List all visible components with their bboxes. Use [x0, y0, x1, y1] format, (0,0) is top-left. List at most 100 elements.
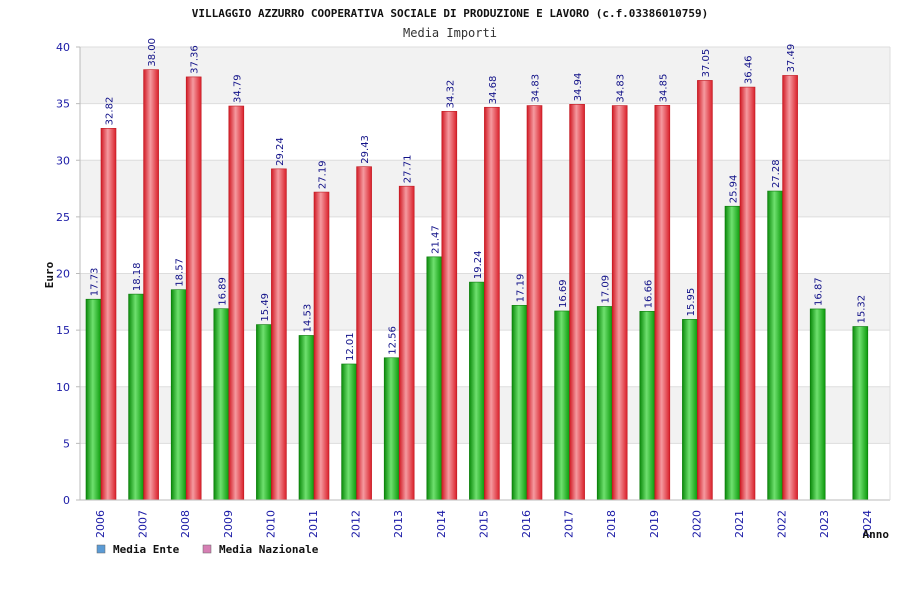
bar-media-nazionale: [611, 105, 628, 501]
bar-media-ente: [852, 326, 869, 501]
x-tick-label: 2014: [435, 510, 448, 538]
x-tick-label: 2016: [520, 510, 533, 538]
bar-media-ente: [341, 363, 357, 501]
legend-label: Media Nazionale: [219, 543, 319, 556]
y-tick-label: 5: [63, 437, 70, 450]
value-label: 25.94: [729, 175, 740, 204]
value-label: 29.24: [275, 137, 286, 166]
x-axis-label: Anno: [863, 528, 890, 541]
value-label: 34.79: [232, 74, 243, 103]
x-tick-label: 2019: [648, 510, 661, 538]
bar-media-nazionale: [697, 80, 713, 501]
x-tick-label: 2021: [733, 510, 746, 538]
x-tick-label: 2023: [818, 510, 831, 538]
value-label: 17.09: [601, 275, 612, 304]
value-label: 19.24: [473, 250, 484, 279]
bar-media-ente: [426, 256, 443, 501]
value-label: 34.83: [616, 74, 627, 103]
value-label: 34.94: [573, 73, 584, 102]
value-labels: 17.73 32.82 18.18 38.00 18.57 37.36 16.89 34.79…: [90, 38, 868, 361]
value-label: 27.28: [771, 159, 782, 188]
bar-media-nazionale: [143, 69, 159, 501]
x-tick-label: 2011: [307, 510, 320, 538]
bar-media-ente: [469, 281, 485, 501]
bar-media-ente: [511, 305, 528, 501]
x-tick-label: 2020: [690, 510, 703, 538]
value-label: 37.49: [786, 44, 797, 73]
value-label: 16.89: [217, 277, 228, 306]
y-tick-label: 30: [56, 154, 70, 167]
bar-media-nazionale: [313, 191, 330, 501]
x-tick-label: 2013: [392, 510, 405, 538]
bar-media-nazionale: [782, 75, 798, 501]
y-tick-label: 40: [56, 41, 70, 54]
y-tick-label: 15: [56, 324, 70, 337]
chart-subtitle: Media Importi: [403, 26, 497, 40]
grid-band: [80, 47, 890, 104]
value-label: 37.36: [190, 45, 201, 74]
value-label: 34.68: [488, 76, 499, 105]
y-tick-label: 10: [56, 381, 70, 394]
value-label: 27.71: [403, 155, 414, 184]
bar-media-nazionale: [526, 105, 543, 501]
bar-media-ente: [128, 293, 144, 501]
y-tick-label: 20: [56, 268, 70, 281]
x-tick-label: 2012: [350, 510, 363, 538]
value-label: 15.95: [686, 288, 697, 317]
value-label: 17.19: [516, 274, 527, 303]
bar-media-nazionale: [739, 86, 756, 501]
bar-media-ente: [809, 308, 826, 501]
legend: Media Ente Media Nazionale: [96, 543, 319, 556]
legend-swatch: [202, 544, 212, 554]
bar-media-ente: [298, 335, 315, 501]
value-label: 14.53: [303, 304, 314, 333]
x-tick-label: 2018: [605, 510, 618, 538]
value-label: 32.82: [105, 97, 116, 126]
y-tick-label: 0: [63, 494, 70, 507]
bar-media-ente: [383, 357, 400, 501]
bar-media-ente: [256, 324, 272, 501]
x-tick-label: 2006: [94, 510, 107, 538]
y-tick-label: 25: [56, 211, 70, 224]
x-tick-label: 2017: [563, 510, 576, 538]
bar-media-ente: [170, 289, 187, 501]
value-label: 16.69: [558, 279, 569, 308]
bar-media-ente: [724, 205, 741, 501]
bar-media-ente: [213, 308, 230, 501]
x-tick-label: 2009: [222, 510, 235, 538]
value-label: 15.32: [856, 295, 867, 324]
legend-swatch: [96, 544, 106, 554]
value-label: 34.85: [658, 74, 669, 103]
bar-media-nazionale: [398, 185, 415, 501]
value-label: 12.56: [388, 326, 399, 355]
chart-title: VILLAGGIO AZZURRO COOPERATIVA SOCIALE DI…: [192, 7, 709, 20]
axes: 0 5 10 15 20 25 30 35 40 2006 2007 2008 2009 2010 2011…: [56, 41, 891, 538]
value-label: 38.00: [147, 38, 158, 67]
value-label: 18.57: [175, 258, 186, 287]
y-axis-label: Euro: [43, 261, 56, 288]
bar-media-nazionale: [441, 111, 458, 501]
bar-media-nazionale: [356, 166, 372, 501]
value-label: 18.18: [132, 262, 143, 291]
bar-media-nazionale: [185, 76, 202, 501]
bar-media-nazionale: [228, 105, 245, 501]
value-label: 36.46: [744, 55, 755, 84]
bar-media-nazionale: [100, 128, 117, 501]
bar-media-ente: [85, 298, 102, 501]
bar-media-nazionale: [654, 105, 671, 501]
x-tick-label: 2015: [477, 510, 490, 538]
value-label: 16.87: [814, 277, 825, 306]
bar-media-ente: [682, 319, 698, 501]
value-label: 37.05: [701, 49, 712, 78]
bar-media-ente: [639, 311, 656, 501]
value-label: 29.43: [360, 135, 371, 164]
x-tick-label: 2010: [264, 510, 277, 538]
bar-media-nazionale: [569, 104, 585, 501]
value-label: 12.01: [345, 332, 356, 361]
x-tick-label: 2008: [179, 510, 192, 538]
value-label: 15.49: [260, 293, 271, 322]
bar-media-nazionale: [484, 106, 500, 501]
bar-media-ente: [596, 306, 613, 501]
value-label: 34.83: [531, 74, 542, 103]
